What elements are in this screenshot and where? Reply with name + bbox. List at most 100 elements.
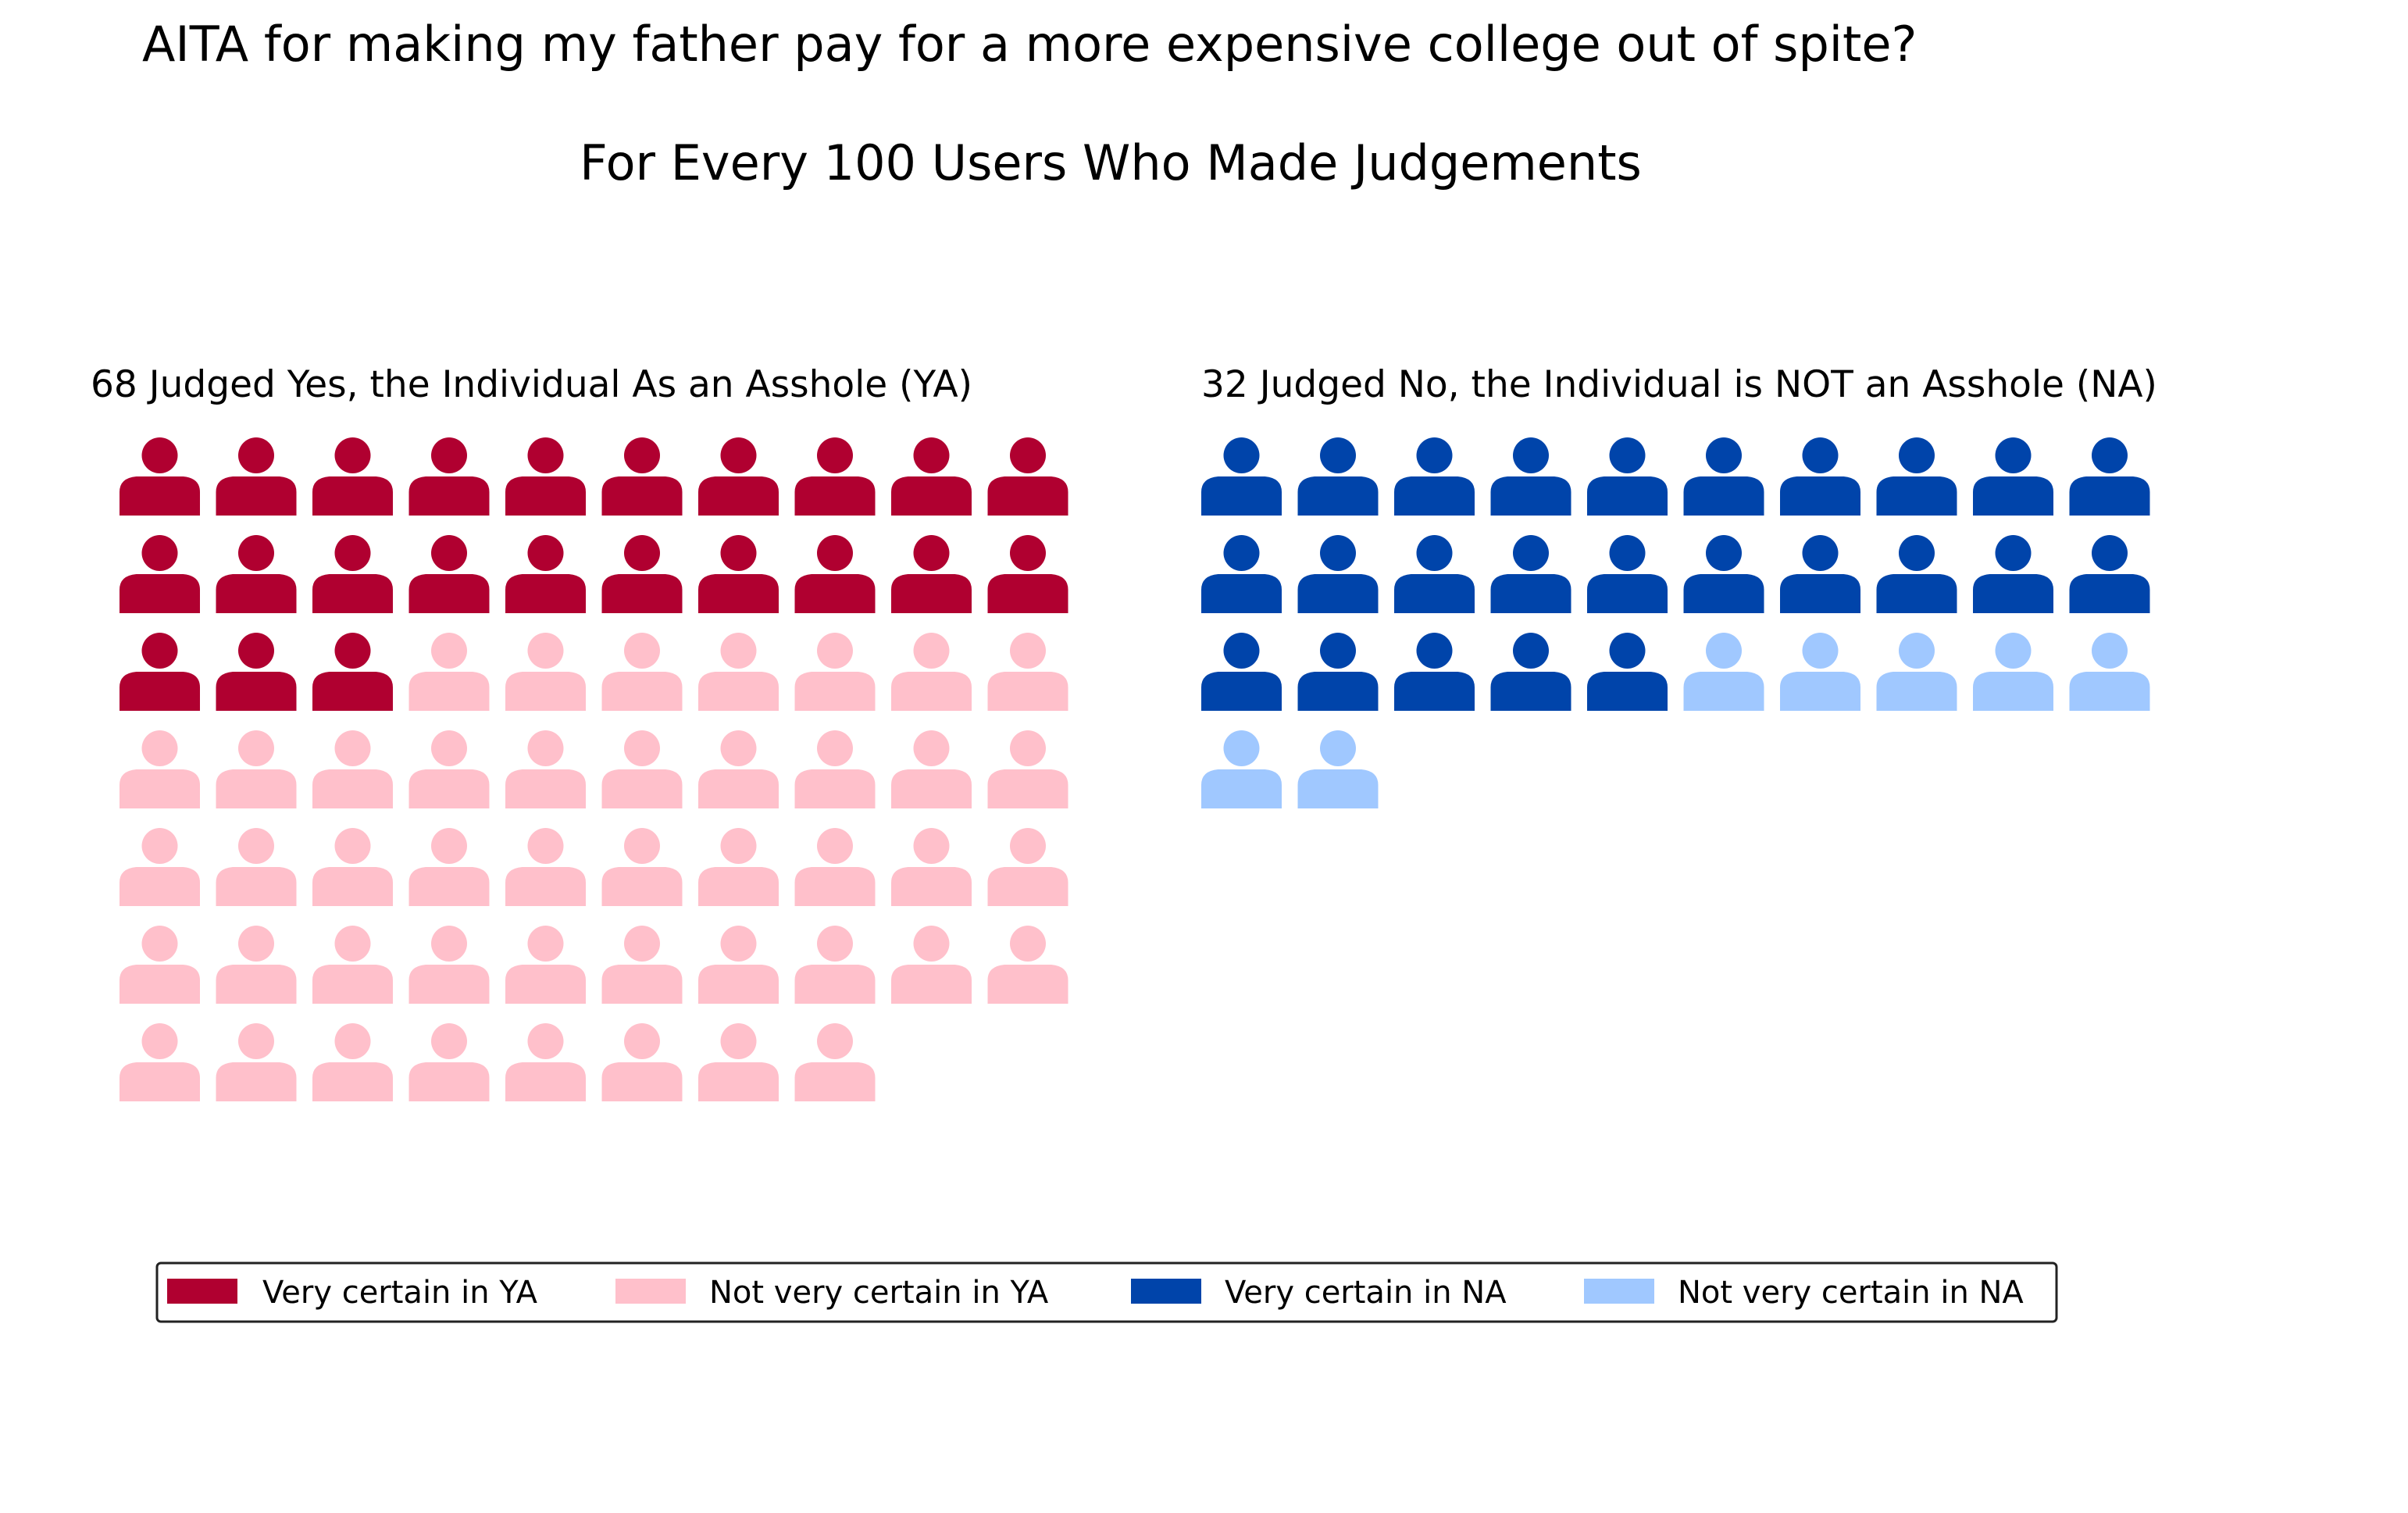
person-icon	[794, 633, 876, 711]
person-icon	[601, 535, 683, 613]
person-icon	[120, 926, 200, 1004]
person-icon	[987, 535, 1068, 613]
person-icon	[891, 828, 972, 906]
person-icon	[312, 437, 393, 516]
legend-swatch-very-certain-ya	[167, 1279, 237, 1304]
person-icon	[1683, 633, 1764, 711]
person-icon	[891, 926, 972, 1004]
person-icon	[698, 535, 779, 613]
chart-title: AITA for making my father pay for a more…	[142, 16, 1917, 73]
person-icon	[601, 1023, 683, 1101]
person-icon	[312, 1023, 393, 1101]
group-label-na: 32 Judged No, the Individual is NOT an A…	[1201, 363, 2157, 406]
person-icon	[505, 828, 586, 906]
legend-frame	[155, 1261, 2058, 1323]
person-icon	[2069, 535, 2150, 613]
person-icon	[1683, 437, 1764, 516]
person-icon	[505, 1023, 586, 1101]
legend-entry-not-very-certain-ya: Not very certain in YA	[615, 1275, 1049, 1311]
legend-label-very-certain-na: Very certain in NA	[1225, 1275, 1507, 1311]
person-icon	[505, 633, 586, 711]
person-icon	[216, 730, 297, 808]
person-icon	[120, 828, 200, 906]
person-icon	[698, 1023, 779, 1101]
legend: Very certain in YA Not very certain in Y…	[155, 1261, 2058, 1323]
person-icon	[216, 535, 297, 613]
person-icon	[312, 730, 393, 808]
legend-label-not-very-certain-na: Not very certain in NA	[1678, 1275, 2024, 1311]
person-icon	[698, 828, 779, 906]
legend-label-not-very-certain-ya: Not very certain in YA	[709, 1275, 1049, 1311]
person-icon	[408, 730, 490, 808]
person-icon	[408, 828, 490, 906]
person-icon	[987, 926, 1068, 1004]
person-icon	[1587, 535, 1668, 613]
person-icon	[312, 926, 393, 1004]
person-icon	[120, 633, 200, 711]
person-icon	[1297, 730, 1379, 808]
person-icon	[216, 828, 297, 906]
person-icon	[505, 926, 586, 1004]
person-icon	[2069, 633, 2150, 711]
person-icon	[1490, 633, 1571, 711]
person-icon	[1973, 535, 2053, 613]
person-icon	[505, 437, 586, 516]
person-icon	[216, 633, 297, 711]
person-icon	[120, 730, 200, 808]
person-icon	[987, 730, 1068, 808]
person-icon	[794, 926, 876, 1004]
person-icon	[216, 926, 297, 1004]
person-icon	[120, 437, 200, 516]
person-icon	[698, 437, 779, 516]
person-icon	[1780, 437, 1860, 516]
person-icon	[794, 730, 876, 808]
person-icon	[2069, 437, 2150, 516]
person-icon	[408, 535, 490, 613]
chart-subtitle: For Every 100 Users Who Made Judgements	[580, 134, 1642, 191]
person-icon	[601, 828, 683, 906]
person-icon	[794, 437, 876, 516]
person-icon	[1973, 437, 2053, 516]
person-icon	[505, 535, 586, 613]
person-icon	[891, 633, 972, 711]
person-icon	[698, 926, 779, 1004]
person-icon	[1201, 535, 1282, 613]
person-icon	[1201, 437, 1282, 516]
person-icon	[1394, 633, 1475, 711]
person-icon	[601, 437, 683, 516]
person-icon	[1490, 437, 1571, 516]
person-icon	[698, 730, 779, 808]
person-icon	[216, 1023, 297, 1101]
person-icon	[601, 633, 683, 711]
legend-swatch-not-very-certain-ya	[615, 1279, 686, 1304]
legend-swatch-not-very-certain-na	[1584, 1279, 1654, 1304]
person-icon	[1201, 633, 1282, 711]
person-icon	[120, 535, 200, 613]
person-icon	[505, 730, 586, 808]
person-icon	[794, 535, 876, 613]
person-icon	[601, 730, 683, 808]
person-icon	[1876, 633, 1957, 711]
person-icon	[1490, 535, 1571, 613]
person-icon	[120, 1023, 200, 1101]
person-icon	[1876, 437, 1957, 516]
legend-entry-very-certain-ya: Very certain in YA	[167, 1275, 538, 1311]
person-icon	[1780, 535, 1860, 613]
person-icon	[312, 633, 393, 711]
person-icon	[1297, 535, 1379, 613]
icon-grid-na	[1201, 437, 2150, 808]
person-icon	[312, 535, 393, 613]
person-icon	[794, 1023, 876, 1101]
person-icon	[891, 437, 972, 516]
person-icon	[891, 535, 972, 613]
person-icon	[1587, 437, 1668, 516]
person-icon	[408, 437, 490, 516]
person-icon	[1780, 633, 1860, 711]
person-icon	[216, 437, 297, 516]
person-icon	[891, 730, 972, 808]
person-icon	[1394, 437, 1475, 516]
person-icon	[601, 926, 683, 1004]
person-icon	[408, 1023, 490, 1101]
person-icon	[1973, 633, 2053, 711]
